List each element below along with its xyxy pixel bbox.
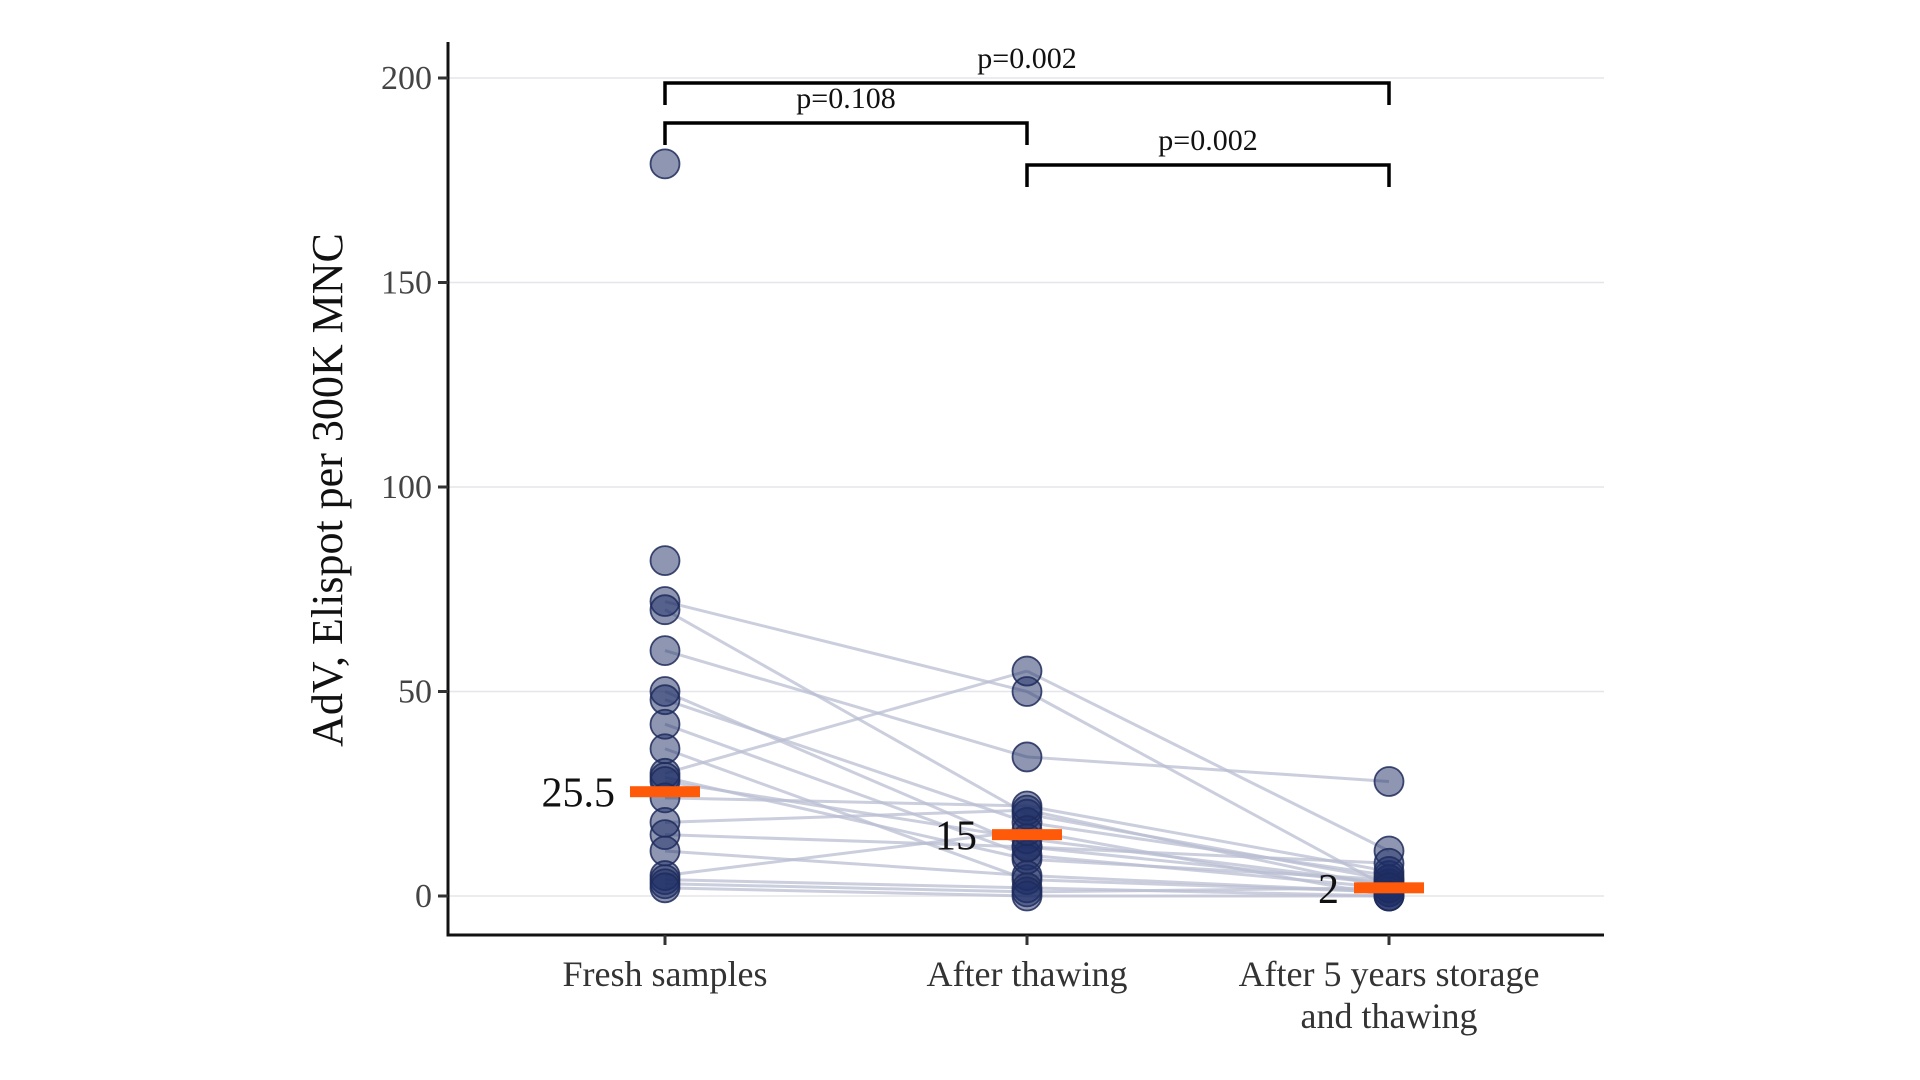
axes [446,42,1604,937]
gridlines [448,77,1604,897]
significance-bracket [663,81,1391,105]
paired-line [1026,808,1390,890]
data-point [649,148,681,180]
data-point [1011,655,1043,687]
paired-line [1026,853,1390,890]
paired-line [664,833,1028,849]
y-tick-label: 150 [381,265,432,302]
y-tick-label: 0 [415,878,432,915]
x-tick-label: After thawing [927,954,1128,994]
paired-line [664,779,1028,841]
paired-line [664,690,1028,849]
x-ticks: Fresh samples After thawing After 5 years … [563,935,1540,1036]
y-axis-title: AdV, Elispot per 300K MNC [303,233,352,747]
median-bar [992,829,1062,841]
paired-line [1026,690,1390,890]
significance-bracket [1025,163,1391,187]
p-value-label: p=0.108 [796,82,895,115]
paired-line [664,886,1028,898]
significance-bracket [663,121,1029,145]
p-value-label: p=0.002 [1158,124,1257,157]
paired-line [1026,829,1390,898]
paired-line [664,829,1028,878]
median-label: 2 [1318,867,1339,913]
paired-lines [664,600,1390,898]
paired-line [664,747,1028,882]
significance-brackets: p=0.002 p=0.108 p=0.002 [663,42,1391,187]
paired-line [664,808,1028,824]
paired-line [664,669,1028,775]
paired-line [664,882,1028,894]
paired-line [664,600,1028,693]
paired-line [1026,812,1390,882]
paired-line [1026,755,1390,783]
x-tick-label: Fresh samples [563,954,768,994]
paired-line [664,698,1028,824]
median-bar [1354,882,1424,894]
median-label: 15 [935,814,977,860]
y-ticks: 0 50 100 150 200 [381,60,448,915]
paired-line [664,608,1028,816]
p-value-label: p=0.002 [977,42,1076,75]
data-point [1011,741,1043,773]
data-point [1011,880,1043,912]
y-tick-label: 200 [381,60,432,97]
median-label: 25.5 [542,771,616,817]
data-point [649,545,681,577]
median-markers: 25.5 15 2 [542,771,1424,913]
x-tick-label: and thawing [1301,996,1478,1036]
paired-line [1026,669,1390,853]
paired-line [664,722,1028,857]
y-tick-label: 100 [381,469,432,506]
median-bar [630,786,700,798]
paired-line [664,796,1028,808]
x-tick-label: After 5 years storage [1239,954,1540,994]
paired-line [1026,886,1390,894]
y-tick-label: 50 [398,674,432,711]
data-point [649,635,681,666]
data-point [649,594,681,626]
paired-line [664,878,1028,890]
paired-line [664,849,1028,878]
paired-line [1026,845,1390,865]
data-point [1373,766,1405,797]
paired-line [664,649,1028,759]
data-point [649,872,681,904]
